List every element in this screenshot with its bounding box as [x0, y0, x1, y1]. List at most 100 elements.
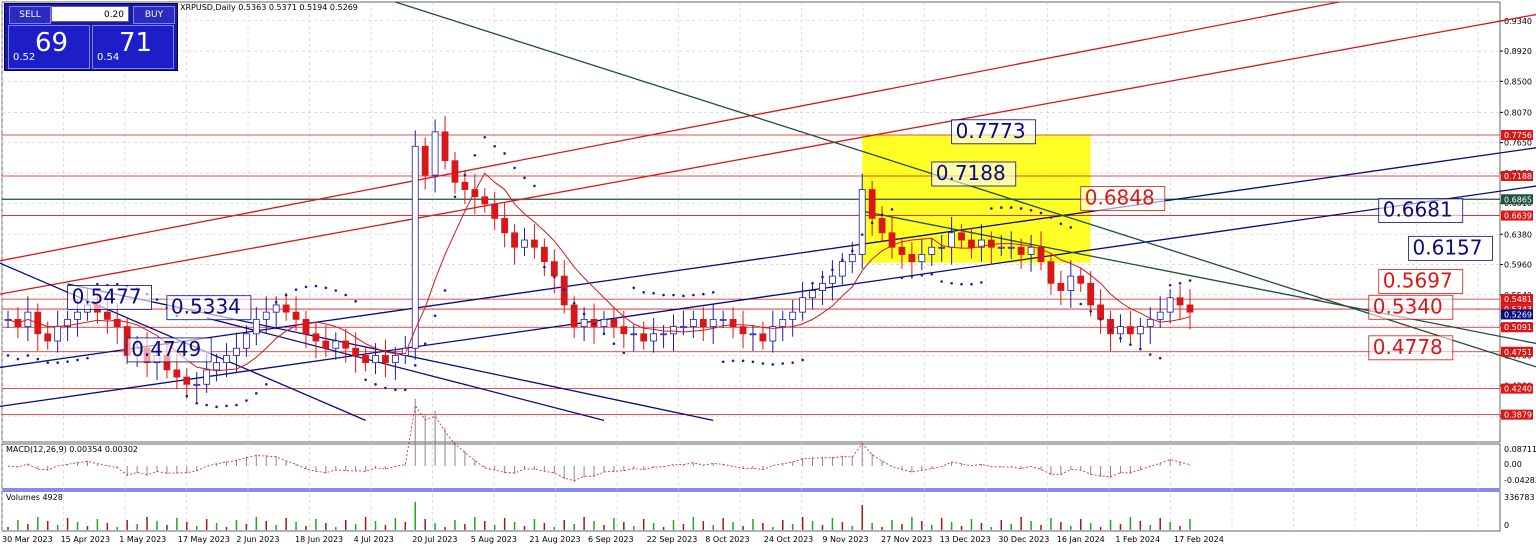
candle-body: [1136, 326, 1144, 335]
candle-body: [471, 189, 479, 198]
price-annotation-box: [1368, 335, 1454, 361]
candle-body: [540, 246, 548, 263]
volume-header: Volumes 4928: [6, 493, 63, 502]
candle-body: [1057, 282, 1065, 291]
candle-body: [650, 333, 658, 342]
candle-body: [968, 239, 975, 248]
candle-body: [729, 318, 737, 327]
price-annotation: 0.6848: [1085, 186, 1155, 210]
candle-body: [630, 333, 638, 336]
price-marker-label-bg: [1501, 309, 1533, 320]
sar-dot: [433, 314, 437, 318]
price-tick-label: 0.9340: [1504, 17, 1532, 26]
sar-dot: [602, 332, 606, 336]
candle-body: [739, 326, 747, 335]
candle-body: [1037, 246, 1045, 263]
sar-dot: [1019, 207, 1023, 210]
macd-tick-label: 0.08711: [1504, 445, 1536, 454]
sar-dot: [781, 362, 785, 365]
sar-dot: [344, 293, 348, 297]
sar-dot: [493, 144, 497, 148]
candle-body: [689, 318, 697, 327]
sar-dot: [26, 354, 30, 357]
sar-dot: [513, 166, 516, 170]
sell-button[interactable]: SELL: [9, 6, 51, 24]
candle-body: [332, 340, 340, 349]
price-marker-label: 0.4751: [1504, 348, 1532, 357]
price-marker-label: 0.5091: [1504, 323, 1532, 332]
candle-body: [382, 355, 389, 364]
sar-dot: [582, 312, 586, 316]
chart-header: XRPUSD,Daily 0.5363 0.5371 0.5194 0.5269: [180, 3, 358, 12]
green-trend-line: [395, 1, 1536, 368]
price-annotation-box: [1408, 235, 1493, 261]
buy-price-box[interactable]: 0.54 71: [92, 25, 174, 69]
date-axis-label: 30 Dec 2023: [998, 535, 1049, 544]
candle-body: [759, 333, 767, 342]
candle-body: [491, 203, 499, 219]
candle-body: [54, 326, 62, 342]
candle-body: [1067, 275, 1075, 291]
date-axis-label: 13 Dec 2023: [940, 535, 991, 544]
red-channel-line: [0, 1, 1340, 262]
candle-body: [789, 311, 797, 320]
sar-dot: [950, 282, 953, 285]
candle-body: [610, 318, 618, 327]
volume-tick-label: 0: [1504, 521, 1509, 530]
blue-down-line: [206, 317, 605, 421]
sar-dot: [443, 289, 447, 292]
sar-dot: [692, 293, 695, 297]
sar-dot: [264, 382, 268, 386]
price-tick-label: 0.5960: [1504, 261, 1532, 270]
sar-dot: [811, 282, 814, 285]
price-marker-label-bg: [1501, 409, 1533, 420]
sar-dot: [205, 403, 208, 407]
sar-dot: [870, 221, 874, 225]
sar-dot: [990, 207, 993, 210]
sar-dot: [1049, 216, 1053, 219]
sar-dot: [970, 282, 973, 286]
candle-body: [1017, 246, 1025, 255]
sar-dot: [642, 291, 645, 294]
candle-body: [709, 318, 717, 327]
sar-dot: [662, 293, 665, 297]
price-annotation: 0.7188: [936, 161, 1006, 185]
candle-body: [978, 239, 985, 248]
sar-dot: [255, 392, 258, 395]
sell-price-box[interactable]: 0.52 69: [8, 25, 90, 69]
date-axis-label: 6 Sep 2023: [588, 535, 634, 544]
price-annotation-box: [166, 295, 252, 321]
candle-body: [113, 318, 121, 327]
macd-signal-line: [7, 404, 1191, 482]
candle-body: [1107, 318, 1114, 335]
sar-dot: [16, 357, 20, 361]
macd-header: MACD(12,26,9) 0.00354 0.00302: [6, 445, 138, 454]
sar-dot: [1119, 337, 1122, 340]
candle-body: [302, 318, 310, 335]
sar-dot: [761, 362, 765, 365]
sar-dot: [96, 282, 99, 286]
sar-dot: [503, 152, 506, 155]
sar-dot: [215, 405, 218, 409]
sar-dot: [920, 273, 924, 277]
buy-button[interactable]: BUY: [133, 6, 175, 24]
buy-price-prefix: 0.54: [97, 52, 120, 63]
sar-dot: [1089, 309, 1092, 313]
candle-body: [391, 355, 399, 364]
sar-dot: [880, 213, 884, 217]
sar-dot: [801, 358, 804, 362]
price-marker-label: 0.7756: [1504, 131, 1532, 140]
volume-field[interactable]: 0.20: [51, 6, 129, 22]
price-marker-label: 0.5481: [1504, 295, 1532, 304]
sar-dot: [553, 275, 556, 279]
candle-body: [64, 318, 71, 327]
sar-dot: [354, 300, 357, 303]
price-marker-label-bg: [1501, 194, 1533, 205]
sar-dot: [1178, 282, 1182, 285]
candle-body: [372, 355, 379, 364]
sar-dot: [423, 342, 427, 346]
sar-dot: [850, 249, 854, 253]
price-marker-label-bg: [1501, 210, 1533, 221]
candle-body: [620, 326, 628, 335]
